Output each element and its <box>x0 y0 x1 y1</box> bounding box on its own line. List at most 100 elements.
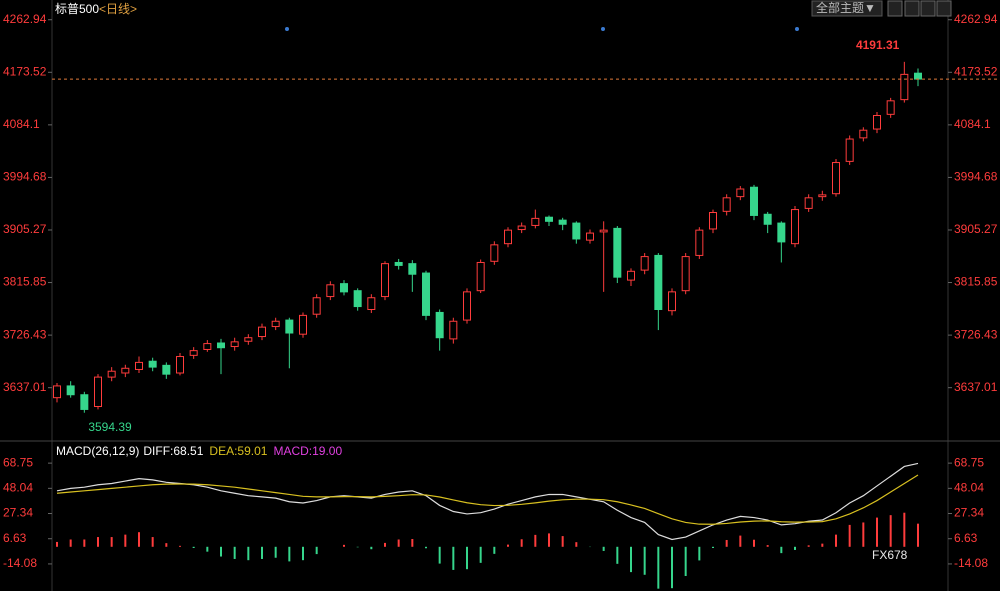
candle-body <box>490 244 499 262</box>
candle-body <box>859 129 868 139</box>
candle-body <box>599 229 608 233</box>
candle-body <box>572 222 581 240</box>
candle-body <box>791 209 799 245</box>
candle-body <box>832 162 840 195</box>
candle-body <box>340 283 348 293</box>
theme-label: 全部主题▼ <box>816 0 876 15</box>
candle-body <box>777 222 786 243</box>
y-tick-label: 3637.01 <box>3 380 47 394</box>
candle-body <box>900 73 909 101</box>
candle-body <box>107 370 116 378</box>
y-tick-label: 4262.94 <box>3 12 47 26</box>
y-tick-label: 48.04 <box>3 481 33 495</box>
candle-body <box>244 337 253 342</box>
candle-body <box>709 212 717 230</box>
y-tick-label: 27.34 <box>954 506 984 520</box>
candle-body <box>873 115 881 130</box>
macd-line <box>56 462 919 541</box>
legend-value: 59.01 <box>237 444 267 458</box>
period[interactable]: <日线> <box>99 2 137 16</box>
candle-body <box>353 290 362 308</box>
candle-body <box>285 319 294 334</box>
y-tick-label: 3815.85 <box>954 275 998 289</box>
candle-body <box>230 341 239 348</box>
y-tick-label: 3815.85 <box>3 275 47 289</box>
candle-body <box>613 227 622 278</box>
legend-value: 19.00 <box>312 444 342 458</box>
candle-body <box>736 188 745 198</box>
macd-line <box>56 474 919 525</box>
candle-body <box>381 263 389 298</box>
y-tick-label: 4173.52 <box>3 64 47 78</box>
candle-body <box>217 342 225 349</box>
icon-button[interactable] <box>887 0 903 17</box>
candle-body <box>750 186 758 216</box>
y-tick-label: 27.34 <box>3 506 33 520</box>
y-tick-label: 3726.43 <box>3 327 47 341</box>
candle-body <box>627 270 635 281</box>
y-tick-label: 3726.43 <box>954 327 998 341</box>
high-annotation: 4191.31 <box>856 38 900 52</box>
candle-body <box>408 263 417 275</box>
candle-body <box>312 297 321 315</box>
y-tick-label: 3905.27 <box>3 222 47 236</box>
y-tick-label: 3637.01 <box>954 380 998 394</box>
candle-body <box>558 219 567 225</box>
candle-body <box>435 311 444 339</box>
legend-value: 68.51 <box>173 444 203 458</box>
candle-body <box>545 216 553 222</box>
candle-body <box>53 385 61 399</box>
icon-button[interactable] <box>920 0 936 17</box>
legend-name: DEA: <box>209 444 237 458</box>
theme-button[interactable] <box>811 0 883 17</box>
event-dot <box>795 27 799 31</box>
candle-body <box>763 213 772 225</box>
y-tick-label: 3905.27 <box>954 222 998 236</box>
macd-title: MACD(26,12,9) <box>56 444 139 458</box>
candle-body <box>148 360 157 368</box>
candle-body <box>818 194 827 198</box>
candle-body <box>367 297 376 311</box>
icon-button[interactable] <box>904 0 920 17</box>
y-tick-label: 4084.1 <box>3 117 40 131</box>
y-tick-label: 4173.52 <box>954 64 998 78</box>
candle-body <box>463 291 471 321</box>
candle-body <box>176 356 184 374</box>
candle-body <box>654 254 663 310</box>
icon-button[interactable] <box>936 0 952 17</box>
candle-body <box>162 364 171 375</box>
y-tick-label: 48.04 <box>954 481 984 495</box>
candle-body <box>886 100 895 115</box>
y-tick-label: 3994.68 <box>3 170 47 184</box>
candle-body <box>695 229 704 256</box>
candle-body <box>135 361 143 370</box>
candle-body <box>640 256 649 271</box>
candle-body <box>476 261 485 292</box>
y-tick-label: 68.75 <box>954 455 984 469</box>
candle-body <box>326 284 335 298</box>
candle-body <box>845 138 854 162</box>
legend-name: DIFF: <box>143 444 173 458</box>
candle-body <box>449 320 458 340</box>
y-tick-label: 6.63 <box>954 531 978 545</box>
y-tick-label: 68.75 <box>3 455 33 469</box>
watermark: FX678 <box>872 548 908 562</box>
legend-name: MACD: <box>273 444 312 458</box>
candle-body <box>586 232 594 241</box>
y-tick-label: 4262.94 <box>954 12 998 26</box>
candle-body <box>271 320 280 328</box>
candle-body <box>804 197 813 209</box>
y-tick-label: -14.08 <box>954 556 988 570</box>
candle-body <box>189 350 198 356</box>
candle-body <box>531 217 540 226</box>
candle-body <box>80 394 89 410</box>
event-dot <box>285 27 289 31</box>
y-tick-label: 4084.1 <box>954 117 991 131</box>
candle-body <box>299 314 307 335</box>
macd-legend: MACD(26,12,9) DIFF:68.51 DEA:59.01 MACD:19.… <box>56 444 342 458</box>
title: 标普500 <box>55 2 99 16</box>
event-dot <box>601 27 605 31</box>
toolbar-icons <box>887 0 952 17</box>
candle-body <box>394 261 403 266</box>
